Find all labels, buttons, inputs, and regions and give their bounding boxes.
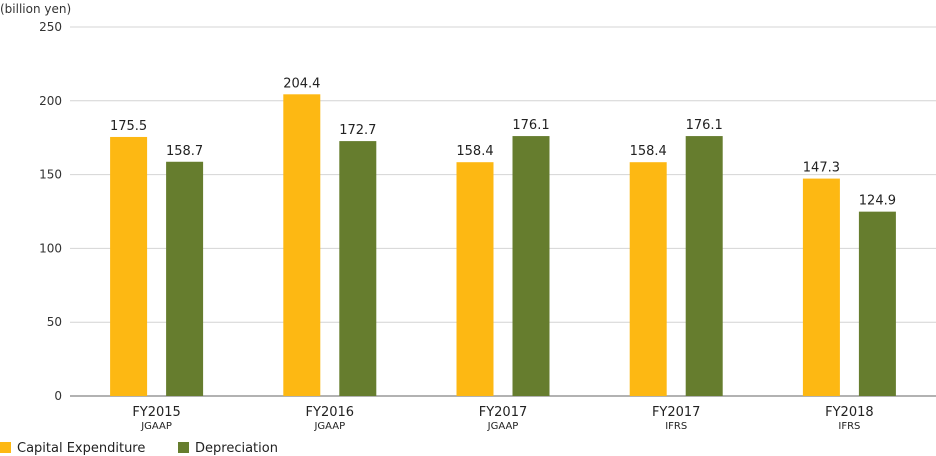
category-label: FY2017: [652, 405, 701, 420]
data-label: 124.9: [859, 194, 896, 209]
category-labels: FY2015JGAAPFY2016JGAAPFY2017JGAAPFY2017I…: [132, 405, 873, 432]
legend-swatch: [178, 442, 189, 453]
y-tick-label: 50: [47, 315, 62, 329]
data-label: 158.7: [166, 144, 203, 159]
value-labels: 175.5 158.7 204.4 172.7 158.4 176.1 158.4 176.1…: [110, 76, 896, 208]
category-sublabel: JGAAP: [140, 421, 172, 432]
bar-depreciation: [512, 136, 550, 396]
bar-capital-expenditure: [802, 178, 840, 396]
bar-depreciation: [166, 161, 204, 396]
bar-depreciation: [858, 211, 896, 396]
category-sublabel: JGAAP: [487, 421, 519, 432]
gridlines: [70, 26, 936, 397]
category-sublabel: IFRS: [838, 421, 860, 432]
y-tick-label: 200: [39, 94, 62, 108]
category-label: FY2016: [306, 405, 355, 420]
category-sublabel: IFRS: [665, 421, 687, 432]
bar-capital-expenditure: [283, 94, 321, 396]
legend-swatch: [0, 442, 11, 453]
bar-capital-expenditure: [110, 136, 148, 396]
bar-capital-expenditure: [456, 162, 494, 396]
y-tick-label: 100: [39, 241, 62, 255]
data-label: 147.3: [803, 161, 840, 176]
legend-label: Capital Expenditure: [17, 441, 145, 456]
data-label: 204.4: [283, 76, 320, 91]
data-label: 158.4: [630, 144, 667, 159]
bar-capital-expenditure: [629, 162, 667, 396]
y-tick-label: 150: [39, 168, 62, 182]
data-label: 175.5: [110, 119, 147, 134]
bar-depreciation: [685, 136, 723, 396]
legend-label: Depreciation: [195, 441, 278, 456]
bar-depreciation: [339, 141, 377, 396]
category-label: FY2015: [132, 405, 181, 420]
bars: [110, 94, 896, 396]
data-label: 172.7: [339, 123, 376, 138]
category-label: FY2018: [825, 405, 874, 420]
data-label: 176.1: [686, 118, 723, 133]
category-label: FY2017: [479, 405, 528, 420]
y-axis-ticks: 0 50 100 150 200 250: [39, 20, 62, 403]
y-tick-label: 0: [54, 389, 62, 403]
y-tick-label: 250: [39, 20, 62, 34]
y-axis-unit-label: (billion yen): [0, 2, 71, 16]
data-label: 176.1: [512, 118, 549, 133]
data-label: 158.4: [456, 144, 493, 159]
category-sublabel: JGAAP: [313, 421, 345, 432]
legend: Capital Expenditure Depreciation: [0, 441, 278, 456]
